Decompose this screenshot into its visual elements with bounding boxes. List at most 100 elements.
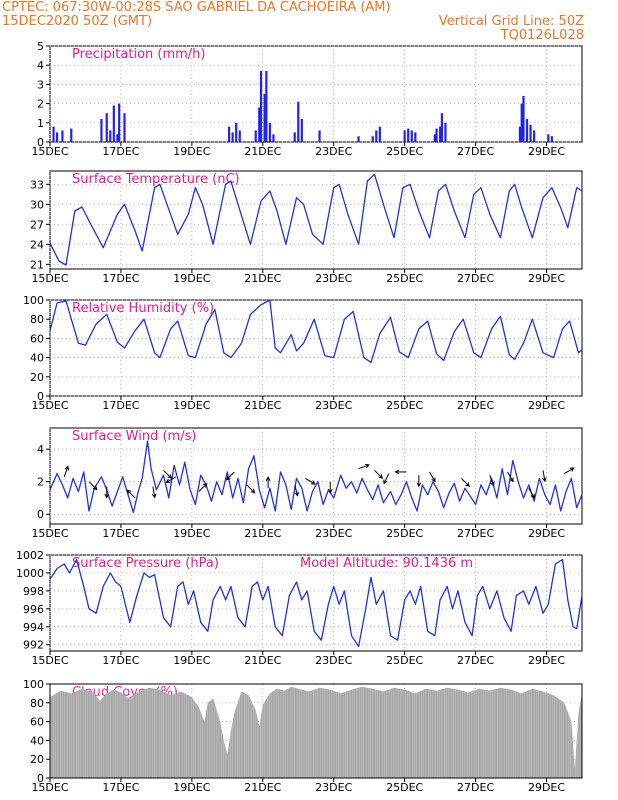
precip-bar (123, 113, 126, 142)
x-tick-label: 21DEC (244, 272, 281, 285)
precip-bar (259, 70, 263, 142)
y-tick-label: 5 (37, 40, 44, 53)
wind-arrow-shaft (383, 473, 390, 484)
wind-arrow (88, 481, 98, 491)
wind-arrow (429, 471, 436, 483)
precip-bar (265, 70, 268, 142)
precip-bar (550, 136, 553, 142)
wind-arrow (246, 484, 256, 494)
x-tick-label: 21DEC (244, 781, 281, 794)
x-tick-label: 29DEC (528, 145, 565, 158)
precip-bar (439, 126, 442, 142)
wind-arrow-shaft (528, 487, 535, 498)
precip-bar (522, 95, 525, 142)
wind-arrow (383, 473, 390, 485)
wind-arrow-head (394, 469, 400, 475)
wind-arrow (198, 482, 208, 492)
precip-bar (410, 130, 413, 142)
wind-arrow (225, 471, 235, 481)
x-tick-label: 27DEC (457, 527, 494, 540)
wind-arrow-head (265, 476, 271, 481)
precip-bar (55, 132, 59, 142)
precip-bar (116, 134, 119, 142)
y-tick-label: 20 (30, 371, 44, 384)
wind-arrow (104, 486, 110, 499)
wind-arrow (63, 465, 70, 477)
wind-arrow-head (416, 482, 422, 488)
header-date-line: 15DEC2020 50Z (GMT) (2, 14, 153, 29)
precip-bar (272, 134, 275, 142)
wind-arrow-head (310, 480, 316, 485)
precip-bar (403, 130, 406, 142)
precip-bar (231, 132, 234, 142)
precip-bar (520, 103, 523, 142)
y-tick-label: 998 (23, 585, 44, 598)
wind-arrow (416, 475, 422, 488)
y-tick-label: 0 (37, 508, 44, 521)
wind-arrow-head (509, 477, 514, 483)
x-tick-label: 17DEC (102, 145, 139, 158)
x-tick-label: 15DEC (31, 272, 68, 285)
x-tick-label: 29DEC (528, 654, 565, 667)
y-tick-label: 1002 (16, 549, 44, 562)
wind-arrow-shaft (226, 471, 235, 481)
wind-arrow-head (151, 493, 157, 499)
y-tick-label: 30 (30, 198, 44, 211)
wind-arrow (126, 489, 136, 499)
x-tick-label: 29DEC (528, 781, 565, 794)
wind-arrow-shaft (461, 478, 470, 487)
wind-arrow-head (327, 488, 333, 494)
y-tick-label: 20 (30, 753, 44, 766)
precip-bar (293, 132, 296, 142)
precip-bar (433, 134, 436, 142)
precip-bar (378, 126, 381, 142)
wind-arrow (564, 467, 575, 474)
precip-bar (525, 118, 529, 142)
x-tick-label: 25DEC (386, 781, 423, 794)
wind-arrow (305, 478, 316, 485)
wind-arrow-head (250, 488, 256, 494)
x-tick-label: 29DEC (528, 399, 565, 412)
x-tick-label: 29DEC (528, 272, 565, 285)
y-tick-label: 996 (23, 603, 44, 616)
x-tick-label: 19DEC (173, 654, 210, 667)
precip-bar (61, 130, 64, 142)
wind-arrow (163, 469, 173, 479)
y-tick-label: 100 (23, 294, 44, 307)
precip-bar (109, 130, 112, 142)
x-tick-label: 19DEC (173, 781, 210, 794)
y-tick-label: 3 (37, 78, 44, 91)
precip-bar (254, 130, 257, 142)
x-tick-label: 19DEC (173, 272, 210, 285)
x-tick-label: 19DEC (173, 527, 210, 540)
wind-arrow-head (202, 482, 208, 488)
x-tick-label: 21DEC (244, 399, 281, 412)
wind-arrow (327, 481, 333, 494)
x-tick-label: 17DEC (102, 272, 139, 285)
precip-bar (105, 113, 108, 142)
wind-arrow-shaft (358, 464, 370, 470)
precip-bar (70, 128, 73, 142)
wind-arrow-head (64, 465, 70, 471)
series-line (49, 173, 583, 266)
precip-bar (547, 134, 550, 142)
precip-bar (444, 122, 447, 142)
series-line (49, 558, 583, 648)
precip-bar (238, 130, 241, 142)
precip-bar (52, 126, 55, 142)
panel-title: Surface Temperature (nC) (72, 172, 240, 187)
wind-arrow-head (431, 477, 436, 483)
x-tick-label: 25DEC (386, 272, 423, 285)
wind-arrow (489, 475, 495, 487)
x-tick-label: 17DEC (102, 399, 139, 412)
x-tick-label: 23DEC (315, 527, 352, 540)
precip-bar (263, 94, 266, 142)
y-tick-label: 40 (30, 734, 44, 747)
precip-bar (435, 128, 438, 142)
x-tick-label: 23DEC (315, 145, 352, 158)
y-tick-label: 100 (23, 678, 44, 691)
series-line (49, 299, 583, 364)
wind-arrow-shaft (163, 469, 172, 479)
